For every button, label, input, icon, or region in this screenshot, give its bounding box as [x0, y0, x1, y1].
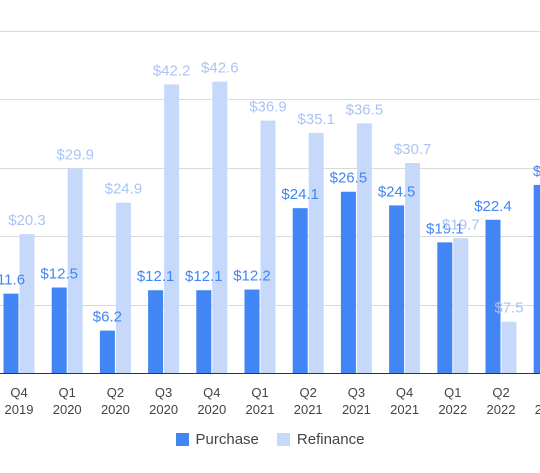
bar-purchase-12[interactable]: [533, 184, 540, 373]
bar-refinance-4[interactable]: [164, 84, 180, 374]
bar-purchase-6[interactable]: [244, 289, 260, 373]
bar-refinance-5[interactable]: [212, 81, 228, 373]
tick-label-quarter-6: Q1: [251, 385, 268, 400]
data-label-refinance-9: $30.7: [394, 141, 432, 158]
data-label-refinance-1: $20.3: [8, 212, 46, 229]
data-label-purchase-2: $12.5: [40, 266, 78, 283]
tick-label-year-6: 2021: [246, 402, 275, 417]
tick-label-quarter-3: Q2: [107, 385, 124, 400]
bar-purchase-5[interactable]: [196, 290, 212, 373]
data-label-refinance-6: $36.9: [249, 99, 287, 116]
bar-purchase-3[interactable]: [99, 330, 115, 373]
legend-item-refinance[interactable]: Refinance: [276, 430, 365, 448]
data-label-purchase-9: $24.5: [378, 183, 416, 200]
bar-purchase-9[interactable]: [389, 205, 405, 373]
data-label-purchase-3: $6.2: [93, 309, 122, 326]
bar-purchase-8[interactable]: [340, 191, 356, 373]
bar-purchase-4[interactable]: [148, 290, 164, 373]
data-label-purchase-4: $12.1: [137, 268, 175, 285]
tick-label-year-2: 2020: [53, 402, 82, 417]
data-label-refinance-8: $36.5: [346, 101, 384, 118]
bar-purchase-7[interactable]: [292, 208, 308, 373]
tick-label-year-4: 2020: [149, 402, 178, 417]
bar-refinance-1[interactable]: [19, 234, 35, 373]
legend-label-refinance: Refinance: [296, 430, 365, 448]
data-label-purchase-11: $22.4: [474, 198, 512, 215]
bar-refinance-3[interactable]: [115, 202, 131, 373]
bar-purchase-11[interactable]: [485, 219, 501, 373]
legend-swatch-purchase: [175, 432, 189, 446]
x-axis: Q32019Q42019Q12020Q22020Q32020Q42020Q120…: [5, 385, 540, 417]
legend-swatch-refinance: [276, 432, 290, 446]
data-label-purchase-7: $24.1: [281, 186, 319, 203]
bar-refinance-8[interactable]: [356, 123, 372, 373]
tick-label-quarter-9: Q4: [396, 385, 413, 400]
tick-label-quarter-1: Q4: [10, 385, 27, 400]
bar-refinance-2[interactable]: [67, 168, 83, 373]
tick-label-quarter-5: Q4: [203, 385, 220, 400]
bars: [3, 81, 540, 374]
tick-label-year-1: 2019: [5, 402, 34, 417]
tick-label-quarter-4: Q3: [155, 385, 172, 400]
tick-label-year-12: 2022: [535, 402, 540, 417]
bar-refinance-6[interactable]: [260, 120, 276, 373]
bar-purchase-2[interactable]: [51, 287, 67, 374]
bar-purchase-10[interactable]: [437, 242, 453, 373]
data-label-refinance-5: $42.6: [201, 60, 239, 77]
tick-label-year-10: 2022: [438, 402, 467, 417]
tick-label-quarter-11: Q2: [492, 385, 509, 400]
data-label-purchase-8: $26.5: [330, 170, 368, 187]
tick-label-quarter-7: Q2: [300, 385, 317, 400]
data-labels: 11.6 $20.3 $12.5 $29.9 $6.2 $24.9 $12.1 $42.2 $1…: [0, 60, 540, 326]
tick-label-year-11: 2022: [487, 402, 516, 417]
data-label-refinance-7: $35.1: [297, 111, 335, 128]
tick-label-year-3: 2020: [101, 402, 130, 417]
legend-label-purchase: Purchase: [195, 430, 259, 448]
bar-refinance-9[interactable]: [405, 163, 421, 373]
tick-label-year-8: 2021: [342, 402, 371, 417]
data-label-purchase-12: $2: [533, 163, 540, 180]
tick-label-quarter-2: Q1: [59, 385, 76, 400]
data-label-purchase-10: $19.1: [426, 220, 464, 237]
data-label-refinance-2: $29.9: [56, 146, 94, 163]
tick-label-year-5: 2020: [197, 402, 226, 417]
bar-refinance-11[interactable]: [501, 321, 517, 373]
data-label-refinance-3: $24.9: [105, 181, 143, 198]
tick-label-quarter-8: Q3: [348, 385, 365, 400]
tick-label-year-9: 2021: [390, 402, 419, 417]
data-label-purchase-5: $12.1: [185, 268, 223, 285]
data-label-purchase-6: $12.2: [233, 268, 271, 285]
tick-label-year-7: 2021: [294, 402, 323, 417]
bar-refinance-10[interactable]: [453, 238, 469, 373]
data-label-refinance-4: $42.2: [153, 62, 191, 79]
legend-item-purchase[interactable]: Purchase: [175, 430, 259, 448]
bar-purchase-1[interactable]: [3, 293, 19, 373]
data-label-refinance-11: $7.5: [494, 300, 523, 317]
legend: Purchase Refinance: [0, 428, 540, 450]
bar-refinance-7[interactable]: [308, 132, 324, 373]
data-label-purchase-1: 11.6: [0, 272, 25, 289]
tick-label-quarter-10: Q1: [444, 385, 461, 400]
data-label-refinance-10: $19.7: [442, 216, 480, 233]
